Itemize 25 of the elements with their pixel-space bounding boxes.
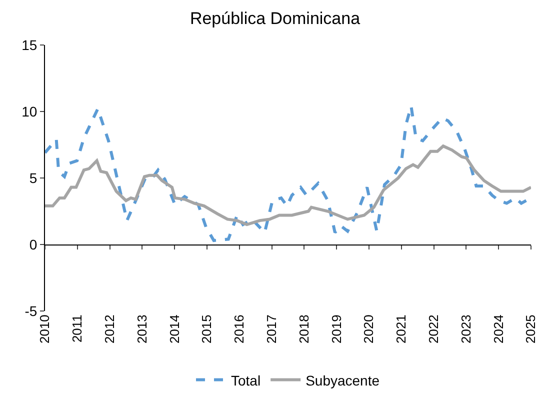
x-tick-label: 2023 [458, 314, 474, 344]
x-tick-label: 2014 [166, 314, 182, 344]
y-tick-label: 5 [29, 170, 38, 186]
x-tick-label: 2018 [296, 314, 312, 344]
x-tick-label: 2011 [70, 314, 85, 343]
y-tick-label: 15 [22, 36, 38, 53]
legend-label: Total [231, 372, 261, 388]
x-tick-label: 2019 [328, 314, 344, 344]
x-tick-label: 2013 [134, 314, 150, 344]
x-tick-label: 2010 [37, 314, 52, 344]
x-tick-label: 2012 [102, 314, 118, 344]
chart-title: República Dominicana [190, 9, 361, 28]
x-tick-label: 2022 [426, 314, 442, 344]
y-tick-label: 0 [29, 236, 38, 252]
x-tick-label: 2021 [394, 314, 409, 344]
legend-label: Subyacente [306, 372, 380, 388]
x-tick-label: 2016 [232, 314, 247, 344]
y-tick-label: 10 [22, 103, 38, 120]
x-tick-label: 2020 [361, 314, 376, 344]
x-tick-label: 2015 [199, 314, 214, 344]
x-tick-label: 2025 [523, 314, 538, 344]
x-tick-label: 2024 [490, 314, 506, 344]
y-tick-label: -5 [24, 302, 38, 319]
line-series [45, 144, 531, 226]
x-tick-label: 2017 [264, 314, 280, 344]
